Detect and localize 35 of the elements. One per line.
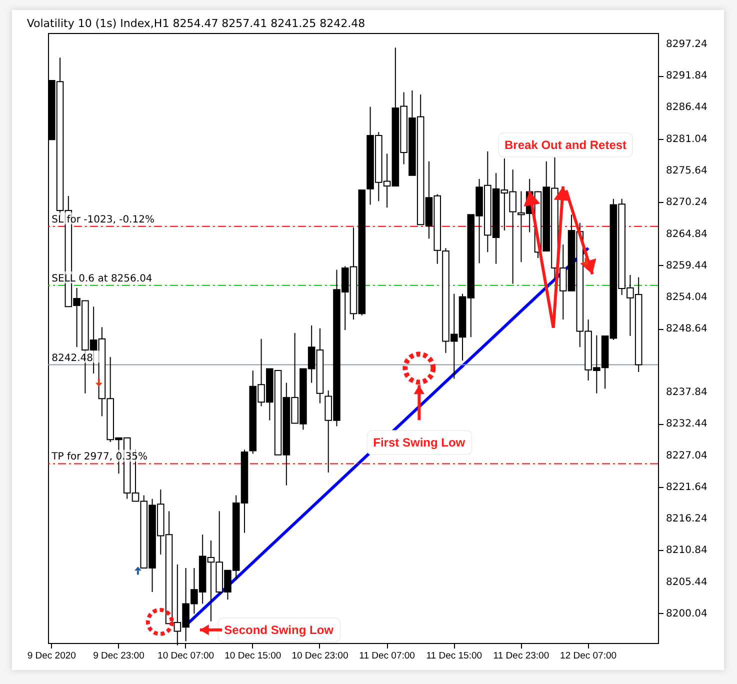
- y-tick-label: 8286.44: [666, 102, 708, 114]
- y-tick-label: 8205.44: [666, 576, 708, 588]
- x-tick-label: 10 Dec 15:00: [224, 650, 282, 662]
- annotation: Second Swing Low: [224, 622, 334, 637]
- y-tick-label: 8297.24: [666, 38, 708, 50]
- x-tick-label: 9 Dec 2020: [27, 650, 76, 662]
- y-tick-label: 8254.04: [666, 292, 708, 304]
- y-tick-label: 8221.64: [666, 482, 708, 493]
- annotation: Break Out and Retest: [504, 138, 627, 152]
- y-tick-label: 8248.64: [666, 324, 708, 335]
- y-tick-label: 8237.84: [666, 386, 708, 398]
- x-tick-label: 10 Dec 23:00: [292, 650, 348, 662]
- ref-line-label: SELL 0.6 at 8256.04: [52, 273, 152, 284]
- y-tick-label: 8227.04: [666, 450, 708, 462]
- y-tick-label: 8264.84: [666, 228, 708, 240]
- x-tick-label: 11 Dec 23:00: [493, 650, 550, 662]
- y-tick-label: 8200.04: [666, 608, 708, 620]
- x-tick-label: 9 Dec 23:00: [93, 650, 144, 662]
- ref-line-label: 8242.48: [52, 352, 94, 364]
- x-tick-label: 10 Dec 07:00: [158, 650, 214, 662]
- y-tick-label: 8216.24: [666, 514, 708, 525]
- y-tick-label: 8281.04: [666, 134, 708, 145]
- annotation: First Swing Low: [373, 436, 466, 450]
- x-tick-label: 11 Dec 15:00: [426, 650, 482, 662]
- x-tick-label: 12 Dec 07:00: [560, 650, 617, 662]
- x-tick-label: 11 Dec 07:00: [359, 650, 415, 662]
- ref-line-label: SL for -1023, -0.12%: [52, 214, 154, 226]
- y-tick-label: 8232.44: [666, 418, 708, 430]
- y-tick-label: 8259.44: [666, 260, 708, 272]
- y-tick-label: 8291.84: [666, 70, 708, 82]
- y-tick-label: 8270.24: [666, 197, 708, 208]
- chart-title: Volatility 10 (1s) Index,H1 8254.47 8257.41 8241.25 8242.48: [26, 17, 366, 30]
- y-tick-label: 8210.84: [666, 545, 708, 556]
- y-tick-label: 8275.64: [666, 165, 708, 176]
- ref-line-label: TP for 2977, 0.35%: [50, 452, 148, 463]
